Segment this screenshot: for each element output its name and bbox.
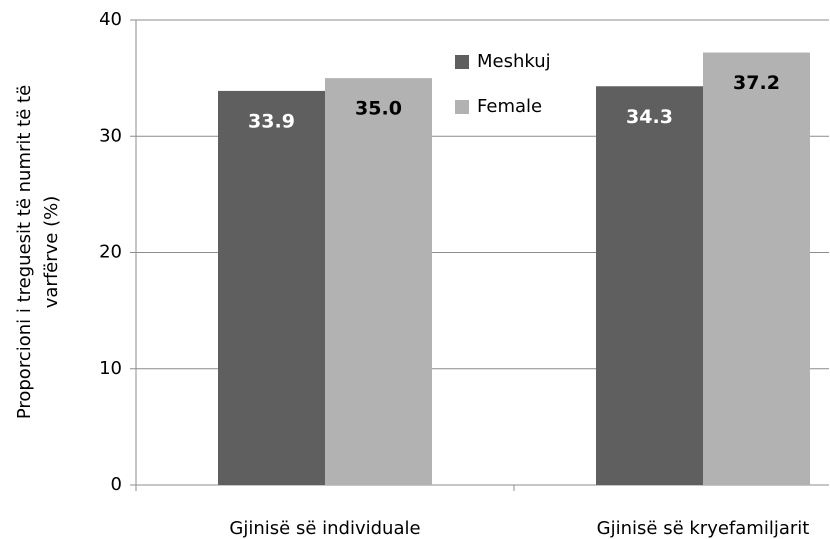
- legend-swatch: [455, 55, 469, 69]
- y-tick-label: 30: [99, 125, 122, 146]
- x-tick-label: Gjinisë së individuale: [229, 518, 420, 539]
- value-label: 33.9: [248, 110, 295, 132]
- bar: [596, 86, 703, 485]
- value-label: 35.0: [355, 98, 402, 120]
- bar: [218, 90, 325, 485]
- value-label: 34.3: [626, 106, 673, 128]
- y-axis-label: varfërve (%): [41, 196, 62, 309]
- bar: [703, 52, 810, 486]
- legend-swatch: [455, 100, 469, 114]
- value-label: 37.2: [733, 72, 780, 94]
- y-tick-label: 20: [99, 242, 122, 263]
- bar: [325, 78, 432, 485]
- y-tick-label: 0: [111, 474, 122, 495]
- y-axis-label: Proporcioni i treguesit të numrit të të: [14, 85, 35, 419]
- legend-label: Female: [477, 96, 542, 117]
- y-tick-label: 40: [99, 9, 122, 30]
- y-tick-label: 10: [99, 358, 122, 379]
- legend-label: Meshkuj: [477, 51, 551, 72]
- x-tick-label: Gjinisë së kryefamiljarit: [597, 518, 810, 539]
